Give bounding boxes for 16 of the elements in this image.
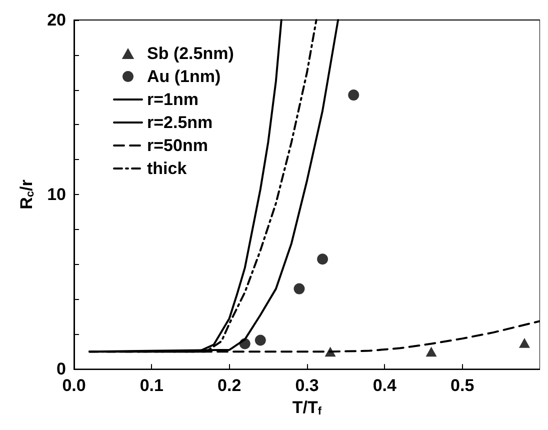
x-tick-label: 0.1	[140, 376, 164, 396]
y-tick-label: 20	[47, 10, 66, 30]
legend-label: r=50nm	[147, 136, 208, 155]
y-tick-label: 0	[56, 360, 66, 379]
x-tick-label: 0.0	[62, 376, 86, 396]
legend-label: r=1nm	[147, 90, 198, 109]
x-tick-label: 0.4	[372, 376, 398, 396]
legend-label: Au (1nm)	[147, 67, 221, 86]
legend-label: Sb (2.5nm)	[147, 44, 234, 63]
y-tick-label: 10	[47, 185, 66, 204]
y-axis-title: Rc/r	[17, 179, 37, 210]
x-tick-label: 0.5	[450, 376, 474, 396]
legend-label: thick	[147, 159, 188, 178]
x-tick-label: 0.2	[218, 376, 242, 396]
x-tick-label: 0.3	[295, 376, 319, 396]
legend-label: r=2.5nm	[147, 113, 213, 132]
